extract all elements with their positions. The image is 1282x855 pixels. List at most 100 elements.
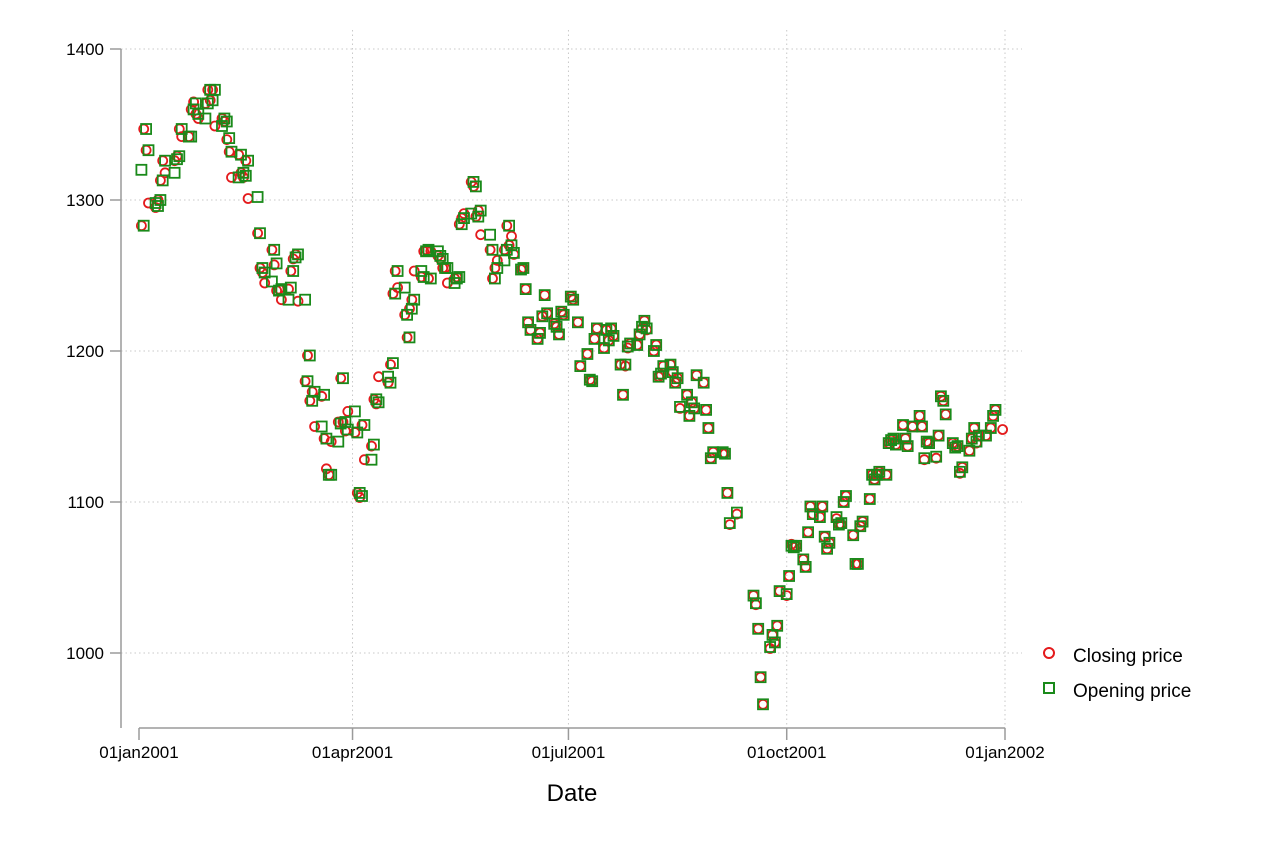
opening-price-point <box>586 375 599 388</box>
opening-price-point <box>370 393 383 406</box>
opening-price-point <box>391 265 404 277</box>
opening-price-point <box>721 486 734 499</box>
opening-price-point <box>674 400 686 413</box>
opening-price-point <box>752 622 765 635</box>
opening-price-series <box>135 83 1002 711</box>
opening-price-point <box>515 263 527 276</box>
opening-price-point <box>367 438 380 451</box>
opening-price-point <box>450 272 463 285</box>
opening-price-point <box>664 358 677 371</box>
closing-price-point <box>392 282 404 294</box>
closing-price-point <box>342 405 354 417</box>
opening-price-point <box>268 243 281 256</box>
closing-price-point <box>752 623 764 635</box>
opening-price-point <box>292 248 304 261</box>
closing-price-point <box>816 501 828 512</box>
opening-price-point <box>704 452 717 465</box>
opening-price-point <box>175 123 188 135</box>
opening-price-point <box>697 376 710 389</box>
opening-price-point <box>235 148 247 161</box>
opening-price-point <box>799 561 812 573</box>
opening-price-point <box>140 123 153 135</box>
opening-price-point <box>757 698 769 711</box>
opening-price-point <box>220 115 233 128</box>
opening-price-point <box>348 405 361 418</box>
x-tick-label: 01jul2001 <box>532 743 606 762</box>
opening-price-point <box>282 293 295 306</box>
opening-price-point <box>901 440 914 453</box>
opening-price-point <box>572 316 584 329</box>
opening-price-point <box>415 265 428 277</box>
opening-price-point <box>384 376 397 389</box>
opening-price-point <box>716 446 729 459</box>
legend-marker-opening <box>1043 682 1055 694</box>
opening-price-point <box>852 558 864 570</box>
opening-price-point <box>289 251 302 264</box>
closing-price-point <box>940 408 952 420</box>
opening-price-point <box>719 447 731 460</box>
opening-price-point <box>325 468 338 481</box>
closing-price-point <box>572 316 584 328</box>
closing-price-point <box>226 171 237 183</box>
opening-price-point <box>472 210 485 223</box>
opening-price-point <box>750 597 762 610</box>
closing-price-point <box>539 289 551 301</box>
opening-price-point <box>332 435 345 448</box>
opening-price-point <box>650 339 663 351</box>
opening-price-point <box>258 266 271 279</box>
opening-price-point <box>769 636 781 649</box>
y-axis-ticks: 1000 1100 1200 1300 1400 <box>66 40 121 663</box>
opening-price-point <box>382 370 395 383</box>
opening-price-point <box>607 329 620 342</box>
opening-price-point <box>671 372 684 385</box>
opening-price-point <box>239 169 252 182</box>
opening-price-point <box>840 490 852 502</box>
opening-price-point <box>403 331 416 344</box>
closing-price-point <box>242 193 254 204</box>
opening-price-point <box>956 461 969 474</box>
closing-price-point <box>757 698 769 710</box>
opening-price-point <box>503 219 516 232</box>
opening-price-point <box>159 154 172 167</box>
opening-price-point <box>823 536 836 549</box>
opening-price-point <box>963 444 976 457</box>
opening-price-point <box>303 349 316 362</box>
opening-price-point <box>301 375 314 388</box>
closing-price-point <box>574 360 586 372</box>
opening-price-point <box>218 112 231 125</box>
opening-price-point <box>821 542 833 555</box>
opening-price-point <box>783 570 795 582</box>
opening-price-point <box>802 526 814 539</box>
opening-price-point <box>469 180 482 193</box>
opening-price-point <box>564 290 577 303</box>
opening-price-point <box>550 320 563 333</box>
opening-price-point <box>790 539 803 552</box>
opening-price-point <box>657 360 670 373</box>
closing-price-point <box>520 283 532 295</box>
opening-price-point <box>507 246 520 259</box>
opening-price-point <box>932 429 945 442</box>
opening-price-point <box>519 283 532 296</box>
opening-price-point <box>723 517 736 529</box>
opening-price-point <box>581 348 594 360</box>
opening-price-point <box>434 249 447 262</box>
opening-price-point <box>804 500 817 513</box>
opening-price-point <box>624 337 636 350</box>
opening-price-point <box>887 432 900 445</box>
opening-price-point <box>633 328 646 341</box>
closing-price-point <box>617 389 629 401</box>
opening-price-point <box>939 408 952 421</box>
legend: Closing price Opening price <box>1043 646 1191 702</box>
opening-price-point <box>223 132 236 145</box>
opening-price-point <box>655 367 667 380</box>
opening-price-point <box>424 272 437 285</box>
closing-price-point <box>309 421 321 432</box>
opening-price-point <box>837 496 850 508</box>
opening-price-point <box>270 257 283 270</box>
opening-price-point <box>408 293 421 306</box>
opening-price-point <box>208 83 221 96</box>
opening-price-point <box>984 422 997 434</box>
opening-price-point <box>339 416 352 428</box>
closing-price-point <box>506 230 517 242</box>
closing-price-point <box>475 229 487 241</box>
